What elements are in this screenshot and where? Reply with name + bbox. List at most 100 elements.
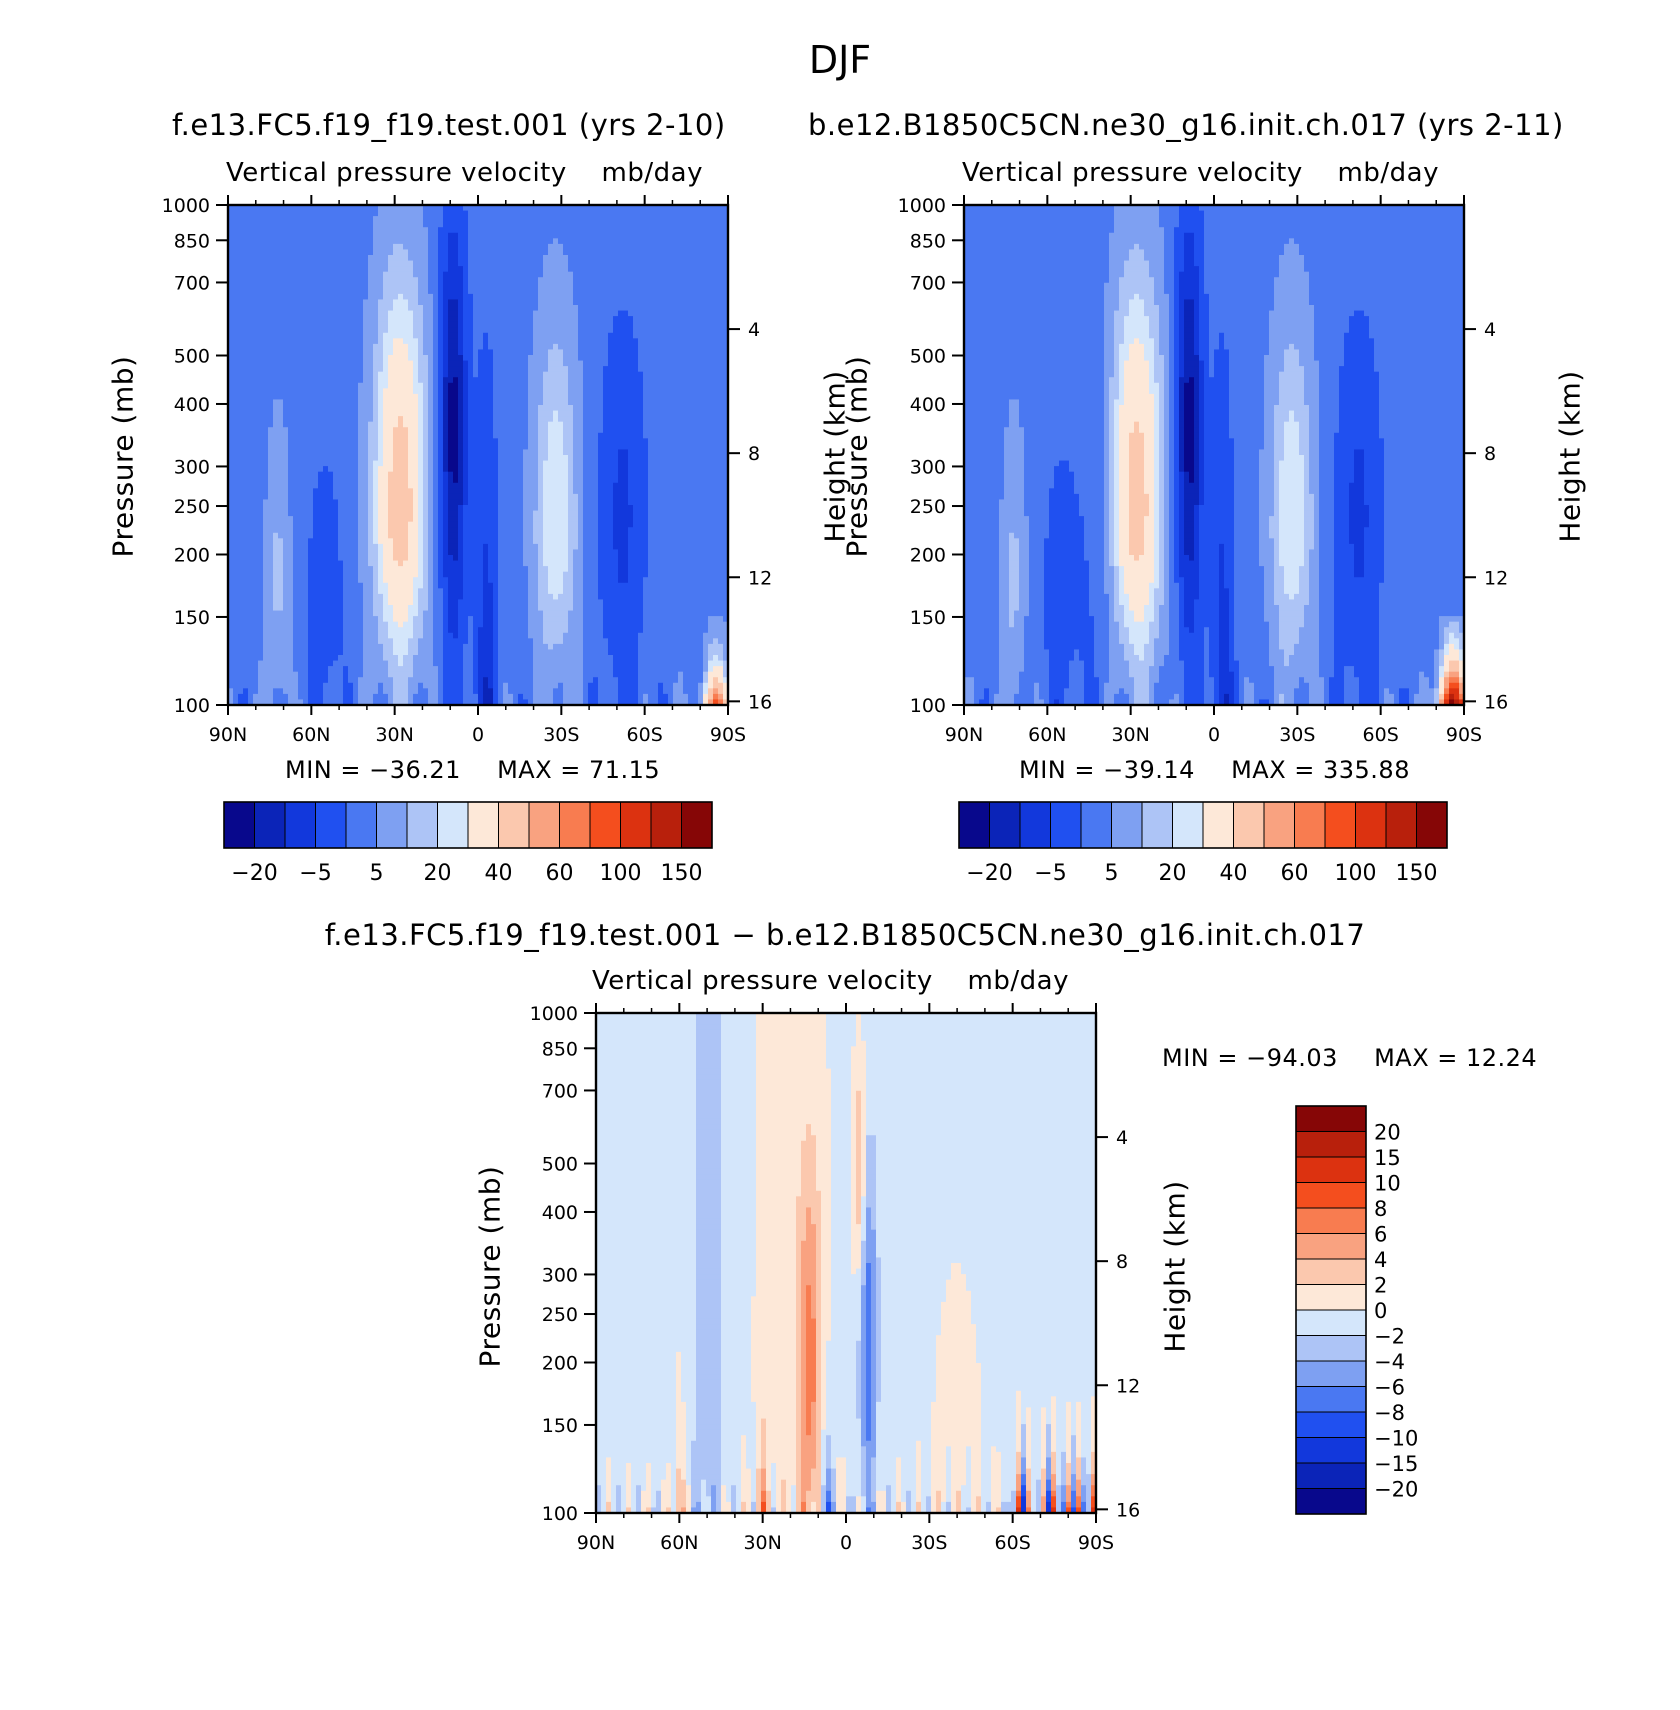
field-cell xyxy=(358,271,364,278)
field-cell xyxy=(418,499,424,506)
field-cell xyxy=(318,221,324,228)
field-cell xyxy=(288,360,294,367)
field-cell xyxy=(363,632,369,639)
field-cell xyxy=(458,321,464,328)
field-cell xyxy=(308,227,314,234)
field-cell xyxy=(288,588,294,595)
field-cell xyxy=(363,566,369,573)
field-cell xyxy=(348,471,354,478)
field-cell xyxy=(243,366,249,373)
field-cell xyxy=(248,288,254,295)
field-cell xyxy=(343,360,349,367)
field-cell xyxy=(453,593,459,601)
field-cell xyxy=(408,632,414,639)
field-cell xyxy=(408,660,414,667)
field-cell xyxy=(283,571,289,578)
field-cell xyxy=(268,593,274,601)
field-cell xyxy=(228,543,234,551)
field-cell xyxy=(448,238,454,245)
field-cell xyxy=(463,560,469,567)
field-cell xyxy=(308,505,314,512)
field-cell xyxy=(288,527,294,534)
field-cell xyxy=(408,299,414,306)
field-cell xyxy=(238,588,244,595)
field-cell xyxy=(398,627,404,634)
field-cell xyxy=(463,605,469,612)
field-cell xyxy=(343,616,349,623)
field-cell xyxy=(243,382,249,389)
field-cell xyxy=(483,255,489,262)
field-cell xyxy=(463,521,469,528)
field-cell xyxy=(333,316,339,323)
field-cell xyxy=(268,577,274,584)
field-cell xyxy=(253,588,259,595)
field-cell xyxy=(298,371,304,378)
field-cell xyxy=(483,571,489,578)
field-cell xyxy=(418,538,424,545)
field-cell xyxy=(228,699,234,706)
field-cell xyxy=(283,621,289,628)
field-cell xyxy=(293,560,299,567)
field-cell xyxy=(258,493,264,501)
field-cell xyxy=(303,660,309,667)
field-cell xyxy=(443,582,449,589)
field-cell xyxy=(468,255,474,262)
field-cell xyxy=(328,316,334,323)
field-cell xyxy=(458,343,464,351)
field-cell xyxy=(413,221,419,228)
field-cell xyxy=(333,205,339,212)
field-cell xyxy=(328,299,334,306)
field-cell xyxy=(313,643,319,651)
field-cell xyxy=(248,349,254,356)
field-cell xyxy=(453,499,459,506)
field-cell xyxy=(393,343,399,351)
field-cell xyxy=(293,677,299,684)
field-cell xyxy=(418,310,424,317)
field-cell xyxy=(438,299,444,306)
field-cell xyxy=(253,305,259,312)
field-cell xyxy=(373,505,379,512)
field-cell xyxy=(243,549,249,556)
field-cell xyxy=(358,443,364,451)
field-cell xyxy=(343,532,349,539)
field-cell xyxy=(263,288,269,295)
field-cell xyxy=(278,305,284,312)
field-cell xyxy=(413,516,419,523)
field-cell xyxy=(453,627,459,634)
field-cell xyxy=(403,505,409,512)
field-cell xyxy=(248,638,254,645)
field-cell xyxy=(393,693,399,701)
field-cell xyxy=(283,555,289,562)
field-cell xyxy=(503,243,509,251)
field-cell xyxy=(448,632,454,639)
field-cell xyxy=(243,616,249,623)
field-cell xyxy=(363,655,369,662)
field-cell xyxy=(248,355,254,362)
field-cell xyxy=(268,582,274,589)
field-cell xyxy=(473,449,479,456)
field-cell xyxy=(238,599,244,606)
field-cell xyxy=(363,499,369,506)
field-cell xyxy=(473,366,479,373)
field-cell xyxy=(383,343,389,351)
field-cell xyxy=(388,643,394,651)
field-cell xyxy=(468,360,474,367)
field-cell xyxy=(248,266,254,273)
field-cell xyxy=(308,516,314,523)
field-cell xyxy=(283,493,289,501)
field-cell xyxy=(413,310,419,317)
field-cell xyxy=(408,427,414,434)
field-cell xyxy=(378,610,384,617)
field-cell xyxy=(273,560,279,567)
field-cell xyxy=(323,621,329,628)
field-cell xyxy=(228,460,234,467)
field-cell xyxy=(458,499,464,506)
field-cell xyxy=(338,682,344,689)
field-cell xyxy=(398,666,404,673)
field-cell xyxy=(398,271,404,278)
field-cell xyxy=(468,638,474,645)
field-cell xyxy=(353,566,359,573)
field-cell xyxy=(438,321,444,328)
field-cell xyxy=(488,260,494,267)
field-cell xyxy=(293,577,299,584)
